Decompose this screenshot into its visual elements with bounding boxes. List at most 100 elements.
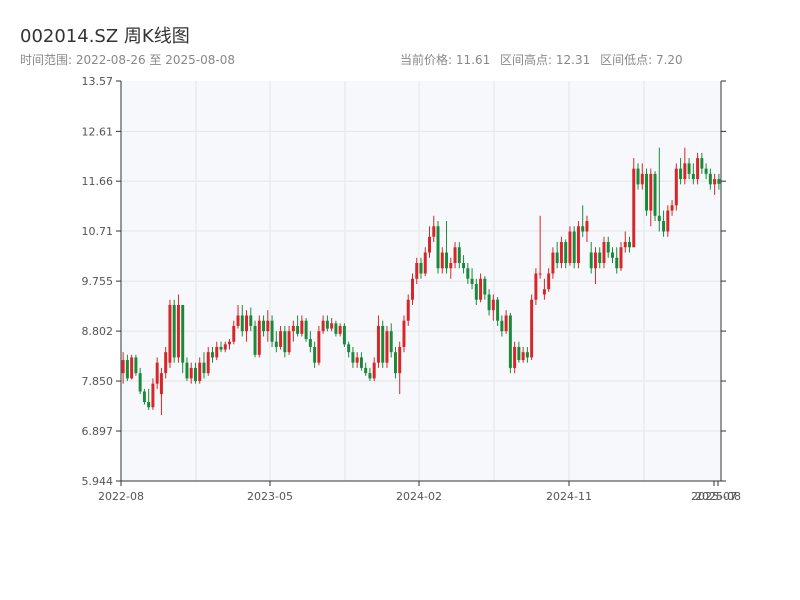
- candle-body: [602, 242, 606, 264]
- candle-body: [206, 352, 210, 374]
- candle-body: [606, 242, 610, 253]
- candle-body: [708, 173, 712, 185]
- candle-body: [440, 252, 444, 269]
- axes: 5.944 6.897 7.850 8.802 9.755 10.71 11.66 12.61…: [82, 75, 741, 503]
- candle-body: [666, 210, 670, 232]
- candle-body: [657, 215, 661, 222]
- candle-body: [572, 231, 576, 264]
- candle-body: [181, 304, 185, 363]
- candle-body: [121, 360, 125, 374]
- candle-body: [176, 304, 180, 358]
- candle-body: [466, 268, 470, 279]
- page-title: 002014.SZ 周K线图: [20, 26, 190, 47]
- candle-body: [296, 325, 300, 334]
- candle-body: [202, 362, 206, 374]
- candle-body: [287, 331, 291, 353]
- candle-body: [696, 158, 700, 180]
- candle-body: [317, 331, 321, 363]
- candle-body: [130, 357, 134, 379]
- candle-body: [389, 331, 393, 353]
- candle-body: [411, 278, 414, 300]
- candle-body: [640, 173, 644, 185]
- candle-body: [713, 179, 717, 185]
- candle-body: [462, 263, 466, 269]
- candle-body: [253, 325, 257, 355]
- candle-body: [232, 325, 236, 342]
- candle-body: [164, 352, 168, 374]
- x-tick-label: 2025-07: [691, 490, 737, 503]
- candle-body: [262, 320, 266, 332]
- candle-body: [151, 383, 155, 408]
- y-tick-label: 12.61: [82, 125, 114, 138]
- candle-body: [649, 173, 653, 211]
- y-tick-label: 13.57: [82, 75, 114, 88]
- period-low-text: 区间低点: 7.20: [600, 53, 683, 67]
- candle-body: [351, 352, 355, 363]
- candle-body: [619, 247, 623, 269]
- candle-body: [687, 163, 691, 174]
- candle-body: [568, 231, 572, 264]
- candle-body: [585, 221, 589, 232]
- candle-body: [283, 331, 287, 353]
- candle-body: [304, 320, 308, 340]
- candle-body: [257, 320, 261, 355]
- candle-body: [198, 362, 202, 382]
- candle-body: [449, 263, 453, 269]
- candles: [121, 147, 721, 416]
- x-tick-label: 2025-08: [695, 490, 741, 503]
- candle-body: [598, 252, 602, 264]
- candle-body: [245, 315, 249, 332]
- candle-body: [674, 168, 678, 206]
- candle-body: [270, 320, 274, 342]
- candle-body: [228, 341, 231, 345]
- candle-body: [717, 179, 721, 184]
- x-tick-label: 2024-02: [396, 490, 442, 503]
- candle-body: [415, 263, 419, 279]
- candle-body: [385, 331, 389, 363]
- candle-body: [189, 367, 193, 379]
- candle-body: [517, 346, 521, 361]
- candle-body: [581, 226, 585, 232]
- candle-body: [419, 263, 423, 274]
- candle-body: [223, 344, 227, 350]
- candle-body: [334, 323, 338, 334]
- candle-body: [491, 299, 495, 311]
- candle-body: [496, 299, 500, 321]
- candle-body: [159, 373, 163, 395]
- candle-body: [138, 373, 142, 392]
- candle-body: [628, 242, 631, 248]
- candle-body: [215, 346, 219, 358]
- candle-body: [704, 168, 708, 174]
- candle-body: [249, 315, 253, 326]
- candle-body: [576, 226, 580, 264]
- candle-body: [338, 325, 342, 334]
- candle-body: [542, 289, 546, 295]
- candle-body: [236, 315, 240, 326]
- candle-body: [313, 346, 317, 363]
- candle-body: [487, 294, 491, 311]
- candle-body: [330, 323, 334, 329]
- candle-body: [700, 158, 704, 169]
- candle-body: [551, 252, 555, 274]
- stats-bar: 当前价格: 11.61 区间高点: 12.31 区间低点: 7.20: [400, 51, 689, 68]
- candle-body: [402, 320, 406, 347]
- candle-body: [147, 402, 151, 408]
- candle-body: [559, 242, 563, 264]
- candle-body: [364, 367, 368, 374]
- candle-body: [483, 278, 487, 295]
- candle-body: [393, 352, 397, 374]
- candle-body: [125, 360, 129, 379]
- candle-body: [300, 320, 304, 334]
- candle-body: [381, 325, 385, 363]
- candle-body: [564, 242, 568, 264]
- candle-body: [508, 315, 512, 368]
- candle-body: [589, 252, 593, 269]
- candle-body: [376, 325, 380, 363]
- candle-body: [470, 278, 474, 284]
- candle-body: [623, 242, 627, 248]
- candle-body: [193, 367, 197, 382]
- candle-body: [359, 357, 363, 368]
- y-tick-label: 11.66: [82, 175, 114, 188]
- candle-body: [538, 273, 542, 275]
